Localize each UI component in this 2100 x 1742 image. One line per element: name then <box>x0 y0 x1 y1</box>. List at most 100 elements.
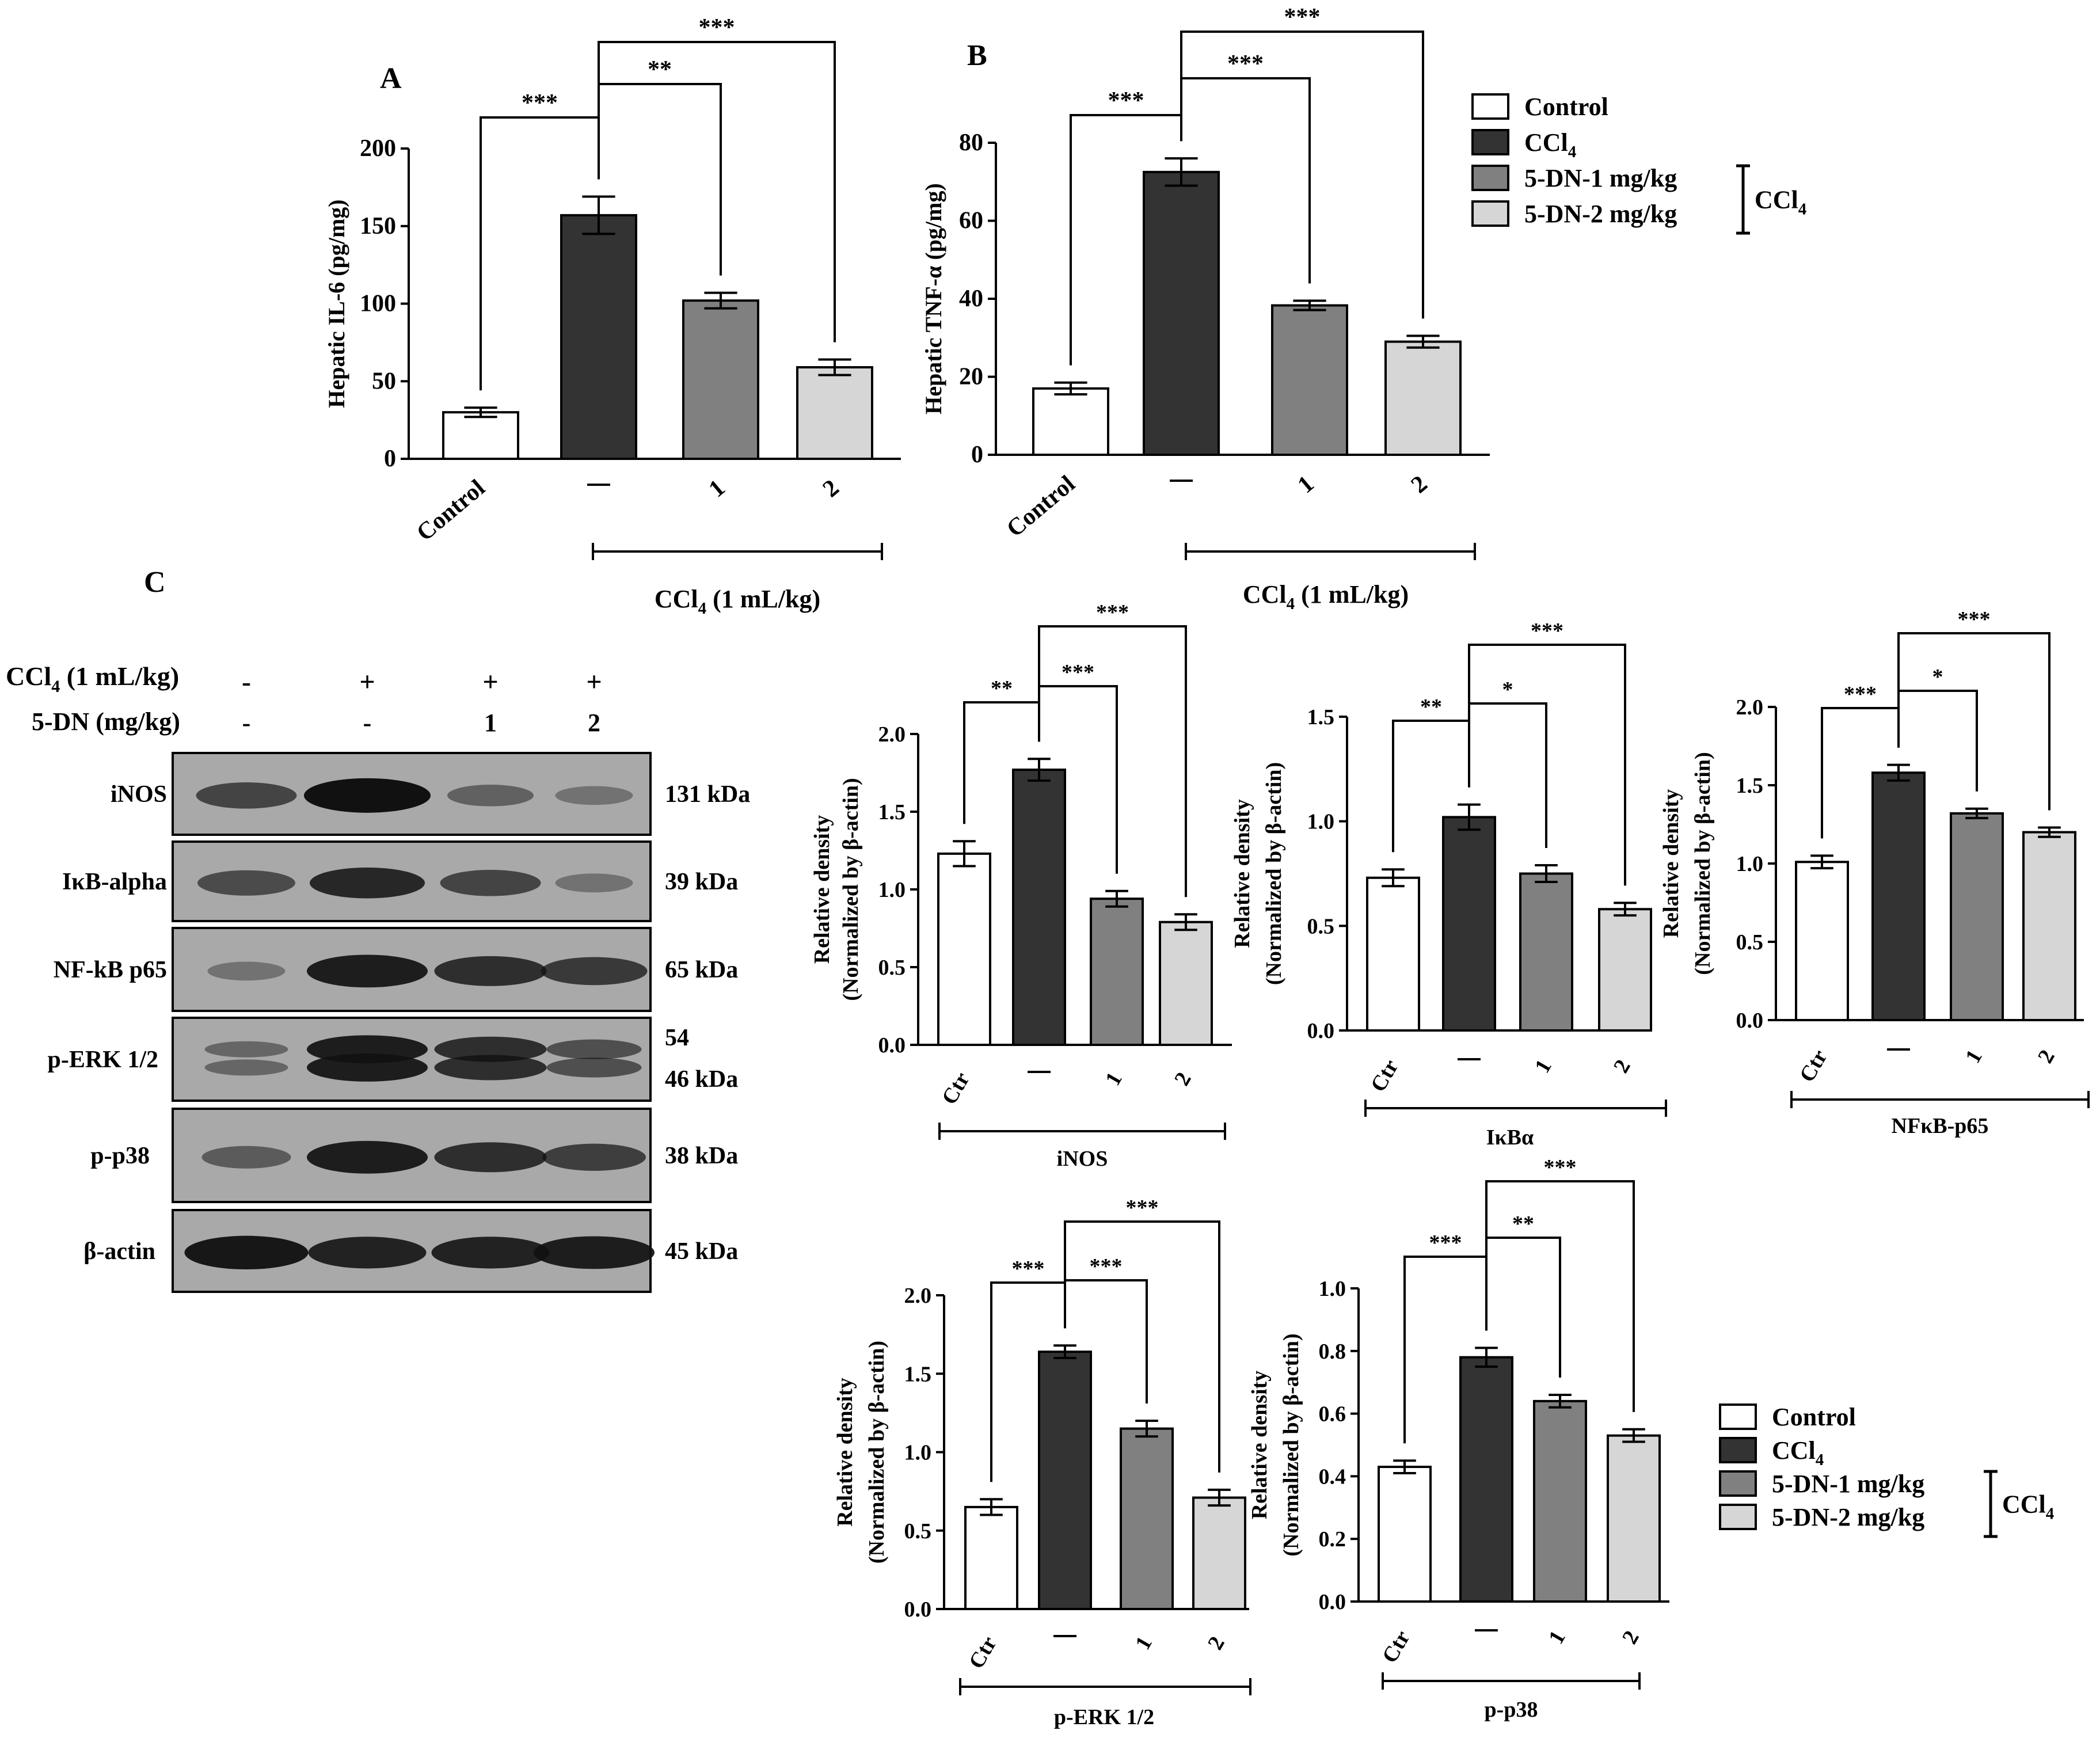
bar-3 <box>1384 340 1462 457</box>
significance-label: *** <box>1531 619 1563 643</box>
bar-3 <box>1159 921 1213 1046</box>
legend-label: 5-DN-1 mg/kg <box>1524 164 1677 192</box>
significance-label: * <box>1932 665 1943 689</box>
y-tick-label: 0.0 <box>904 1598 932 1622</box>
blot-band <box>555 786 633 805</box>
significance-bracket <box>1180 31 1424 319</box>
significance-label: *** <box>1096 600 1129 625</box>
group-label: CCl4 (1 mL/kg) <box>655 585 820 618</box>
y-axis-label: Hepatic IL-6 (pg/mg) <box>324 199 349 408</box>
blot-band <box>201 1146 291 1169</box>
legend-swatch-0 <box>1719 1404 1757 1430</box>
blot-band <box>447 785 534 807</box>
blot-kda-label: 46 kDa <box>665 1066 738 1093</box>
y-tick-label: 0.2 <box>1319 1527 1346 1551</box>
significance-label: *** <box>1429 1231 1462 1255</box>
y-axis-label-2: (Normalized by β-actin) <box>1279 1333 1303 1556</box>
y-tick-label: 20 <box>959 364 983 390</box>
y-tick-label: 1.0 <box>1307 810 1335 834</box>
bar-2 <box>1271 304 1348 457</box>
y-tick-label: 0 <box>384 446 396 472</box>
bar-1 <box>1038 1351 1092 1611</box>
panel-label-c: C <box>144 566 166 599</box>
bar-3 <box>796 366 873 460</box>
y-tick-label: 0.5 <box>1736 930 1764 954</box>
y-tick-label: 0.0 <box>1319 1590 1346 1614</box>
panel-label-b: B <box>967 39 987 72</box>
x-tick-label: 1 <box>1544 1627 1570 1648</box>
bar-3 <box>1192 1496 1246 1610</box>
y-tick-label: 0.5 <box>1307 914 1335 938</box>
group-label: iNOS <box>1057 1147 1108 1171</box>
significance-label: *** <box>1090 1254 1123 1279</box>
x-tick-label: Ctr <box>1795 1045 1832 1086</box>
blot-mark-5dn: - <box>363 709 372 737</box>
y-tick-label: 0.0 <box>1736 1009 1764 1033</box>
significance-bracket <box>1897 632 2050 811</box>
y-tick-label: 0.6 <box>1319 1402 1346 1427</box>
blot-band <box>184 1235 309 1270</box>
y-tick-label: 0 <box>971 442 983 468</box>
bar-0 <box>1795 861 1849 1022</box>
bar-0 <box>1366 876 1420 1032</box>
bar-0 <box>1032 387 1109 457</box>
x-tick-label: 2 <box>1618 1627 1644 1648</box>
blot-protein-label: iNOS <box>111 781 167 808</box>
group-label: IκBα <box>1486 1125 1534 1150</box>
legend-swatch-3 <box>1471 200 1509 227</box>
x-tick-label: 1 <box>1293 470 1319 499</box>
y-axis-label-2: (Normalized by β-actin) <box>1262 762 1286 985</box>
y-tick-label: 100 <box>360 291 396 317</box>
blot-mark-5dn: 2 <box>588 709 600 737</box>
x-tick-label: Ctr <box>1378 1626 1415 1667</box>
x-tick-label: – <box>1486 1635 1487 1637</box>
y-tick-label: 0.0 <box>1307 1019 1335 1043</box>
chart-tnf: 0 20 40 60 80 Hepatic TNF-α (pg/mg) Control – 1 2… <box>920 4 1490 613</box>
x-tick-label: 2 <box>1406 470 1433 499</box>
blot-band <box>204 1041 288 1058</box>
y-tick-label: 80 <box>959 130 983 156</box>
legend-top: Control CCl4 5-DN-1 mg/kg 5-DN-2 mg/kg CCl4 <box>1471 93 1806 235</box>
blot-band <box>196 782 297 809</box>
significance-label: *** <box>1126 1196 1159 1220</box>
blot-mark-ccl4: + <box>482 667 498 697</box>
x-tick-label: Control <box>412 474 490 546</box>
y-tick-label: 0.5 <box>904 1519 932 1543</box>
chart-nfkb: 0.0 0.5 1.0 1.5 2.0 Relative density (Normaliz… <box>1659 607 2090 1138</box>
blot-kda-label: 38 kDa <box>665 1143 738 1169</box>
bar-1 <box>560 214 637 460</box>
blot-mark-ccl4: - <box>242 667 251 697</box>
significance-label: *** <box>1012 1257 1045 1281</box>
y-tick-label: 1.5 <box>1736 774 1764 798</box>
group-label: p-ERK 1/2 <box>1054 1705 1154 1729</box>
y-tick-label: 2.0 <box>878 722 906 747</box>
y-axis-label: Relative density <box>1230 799 1254 948</box>
blot-protein-label: NF-kB p65 <box>54 957 167 983</box>
significance-bracket <box>598 41 836 343</box>
y-tick-label: 0.0 <box>878 1033 906 1058</box>
blot-band <box>308 1237 427 1269</box>
blot-kda-label: 131 kDa <box>665 781 750 808</box>
y-tick-label: 2.0 <box>904 1284 932 1308</box>
significance-label: ** <box>1512 1212 1534 1236</box>
blot-band <box>304 778 431 813</box>
bar-1 <box>1143 170 1220 456</box>
blot-band <box>207 961 286 981</box>
x-tick-label: 1 <box>1101 1068 1127 1090</box>
blot-mark-5dn: - <box>242 709 251 737</box>
blot-mark-ccl4: + <box>586 667 602 697</box>
x-tick-label: 2 <box>2033 1046 2060 1067</box>
blot-protein-label: p-p38 <box>90 1143 150 1169</box>
y-tick-label: 1.0 <box>1736 852 1764 876</box>
blot-band <box>197 870 295 896</box>
significance-label: *** <box>1958 607 1991 632</box>
bar-0 <box>937 852 991 1047</box>
y-tick-label: 40 <box>959 286 983 312</box>
blot-band <box>546 1058 642 1078</box>
blot-band <box>440 869 541 896</box>
x-tick-label: 1 <box>1530 1056 1557 1077</box>
blot-band <box>434 1055 547 1081</box>
x-tick-label: 2 <box>818 474 844 503</box>
legend-label: Control <box>1772 1403 1856 1431</box>
legend-label: Control <box>1524 93 1608 121</box>
